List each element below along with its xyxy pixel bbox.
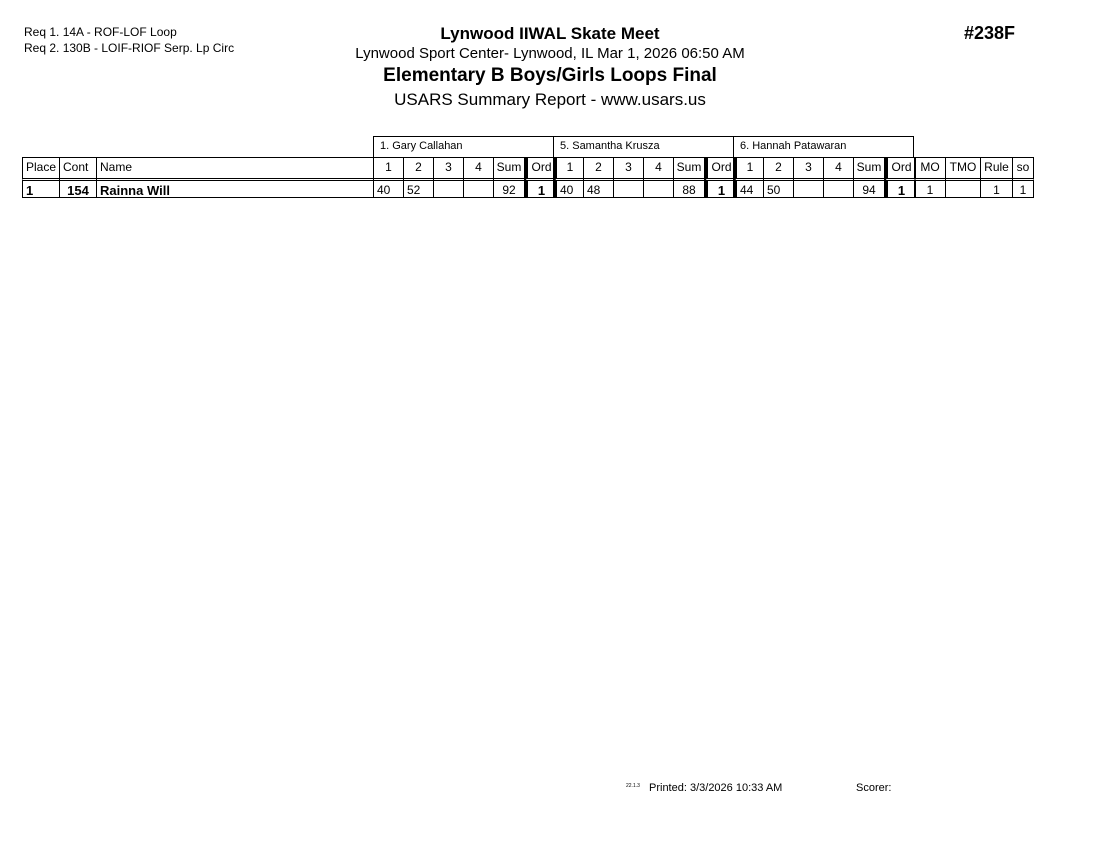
judge-3-header-sum: Sum (853, 157, 885, 179)
judge-1-score-3 (433, 178, 464, 198)
judge-2-score-sum: 88 (673, 178, 705, 198)
judge-1-score-1: 40 (373, 178, 404, 198)
judge-2-header-3: 3 (613, 157, 644, 179)
judge-1-header-sum: Sum (493, 157, 525, 179)
header-place: Place (22, 157, 60, 179)
judge-2-score-4 (643, 178, 674, 198)
report-title: USARS Summary Report - www.usars.us (394, 90, 706, 109)
mo-cell: 1 (914, 178, 946, 198)
judge-3-score-ord: 1 (884, 178, 916, 198)
judge-1-header-ord: Ord (524, 157, 556, 179)
header-so: so (1012, 157, 1034, 179)
judge-2-header-4: 4 (643, 157, 674, 179)
judge-3-score-sum: 94 (853, 178, 885, 198)
judge-3-header-3: 3 (793, 157, 824, 179)
judge-name: 6. Hannah Patawaran (733, 136, 914, 158)
header-cont: Cont (59, 157, 97, 179)
so-cell: 1 (1012, 178, 1034, 198)
requirement-2: Req 2. 130B - LOIF-RIOF Serp. Lp Circ (24, 41, 235, 55)
venue-date: Lynwood Sport Center- Lynwood, IL Mar 1,… (355, 45, 745, 62)
judge-2-header-sum: Sum (673, 157, 705, 179)
judge-1-header-4: 4 (463, 157, 494, 179)
judge-3-header-4: 4 (823, 157, 854, 179)
requirement-1: Req 1. 14A - ROF-LOF Loop (24, 25, 177, 39)
judge-1-header-3: 3 (433, 157, 464, 179)
contestant-number: 154 (59, 178, 97, 198)
version-label: 22.1.3 (626, 783, 640, 789)
skater-name: Rainna Will (96, 178, 374, 198)
judge-2-score-3 (613, 178, 644, 198)
scorer-label: Scorer: (856, 782, 892, 794)
judge-1-score-2: 52 (403, 178, 434, 198)
header-rule: Rule (980, 157, 1013, 179)
judge-2-header-1: 1 (553, 157, 584, 179)
judge-2-header-ord: Ord (704, 157, 736, 179)
judge-3-score-4 (823, 178, 854, 198)
judge-3-score-1: 44 (733, 178, 764, 198)
judge-1-header-1: 1 (373, 157, 404, 179)
header-tmo: TMO (945, 157, 981, 179)
judge-2-header-2: 2 (583, 157, 614, 179)
judge-3-header-ord: Ord (884, 157, 916, 179)
place-cell: 1 (22, 178, 60, 198)
judge-3-score-2: 50 (763, 178, 794, 198)
judge-1-score-sum: 92 (493, 178, 525, 198)
judge-1-header-2: 2 (403, 157, 434, 179)
judge-3-header-2: 2 (763, 157, 794, 179)
event-title: Elementary B Boys/Girls Loops Final (383, 65, 717, 86)
judge-2-score-2: 48 (583, 178, 614, 198)
judge-3-score-3 (793, 178, 824, 198)
event-number: #238F (964, 23, 1016, 43)
judge-1-score-4 (463, 178, 494, 198)
meet-title: Lynwood IIWAL Skate Meet (440, 24, 660, 43)
rule-cell: 1 (980, 178, 1013, 198)
tmo-cell (945, 178, 981, 198)
judge-3-header-1: 1 (733, 157, 764, 179)
header-mo: MO (914, 157, 946, 179)
judge-2-score-ord: 1 (704, 178, 736, 198)
judge-name: 1. Gary Callahan (373, 136, 554, 158)
judge-1-score-ord: 1 (524, 178, 556, 198)
judge-2-score-1: 40 (553, 178, 584, 198)
printed-timestamp: Printed: 3/3/2026 10:33 AM (649, 782, 783, 794)
judge-name: 5. Samantha Krusza (553, 136, 734, 158)
header-name: Name (96, 157, 374, 179)
